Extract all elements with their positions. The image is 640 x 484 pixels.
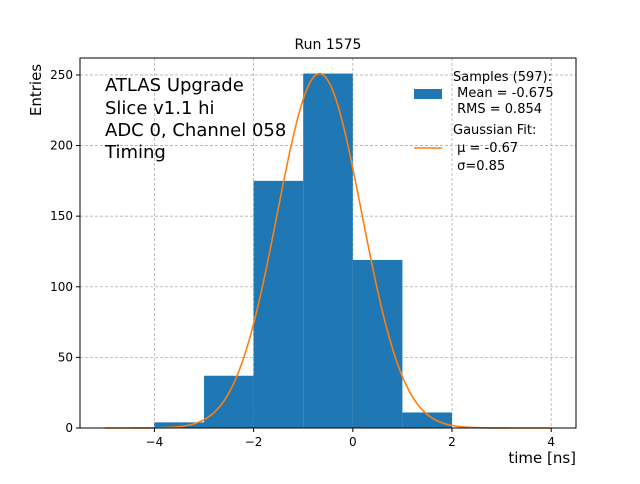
legend-hist-mean: Mean = -0.675 (453, 86, 554, 101)
y-tick-label: 0 (65, 421, 73, 435)
y-tick-label: 50 (58, 350, 73, 364)
annotation-line: ATLAS Upgrade (105, 75, 244, 96)
y-tick-label: 200 (50, 139, 73, 153)
annotation-line: Timing (104, 142, 166, 163)
annotation-block: ATLAS Upgrade Slice v1.1 hi ADC 0, Chann… (104, 75, 286, 163)
plot-frame (79, 57, 577, 429)
annotation-line: ADC 0, Channel 058 (105, 120, 286, 141)
legend-hist-swatch (414, 89, 442, 99)
legend-fit-label: Gaussian Fit: (453, 123, 536, 138)
y-tick-label: 250 (50, 68, 73, 82)
legend: Samples (597): Mean = -0.675 RMS = 0.854… (414, 70, 554, 174)
annotation-line: Slice v1.1 hi (105, 98, 215, 119)
x-tick-label: −2 (245, 435, 263, 449)
histogram-bars (154, 73, 452, 428)
y-tick-label: 100 (50, 280, 73, 294)
y-tick-label: 150 (50, 209, 73, 223)
histogram-bar (204, 375, 254, 428)
histogram-bar (253, 180, 304, 428)
x-tick-label: 4 (547, 435, 555, 449)
legend-fit-mu: μ = -0.67 (453, 141, 518, 156)
x-axis-label: time [ns] (508, 449, 576, 467)
legend-fit-sigma: σ=0.85 (453, 159, 505, 174)
histogram-bar (352, 259, 403, 428)
histogram-bar (154, 422, 204, 428)
histogram-bar (402, 412, 452, 428)
axis-ticks: −4 −2 0 2 4 0 50 100 150 200 250 (50, 68, 555, 449)
x-tick-label: −4 (146, 435, 164, 449)
chart-title: Run 1575 (295, 37, 362, 53)
legend-hist-rms: RMS = 0.854 (453, 102, 542, 117)
x-tick-label: 0 (349, 435, 357, 449)
histogram-bar (303, 73, 353, 428)
x-tick-label: 2 (448, 435, 456, 449)
legend-hist-label: Samples (597): (453, 70, 552, 85)
y-axis-label: Entries (27, 64, 45, 116)
